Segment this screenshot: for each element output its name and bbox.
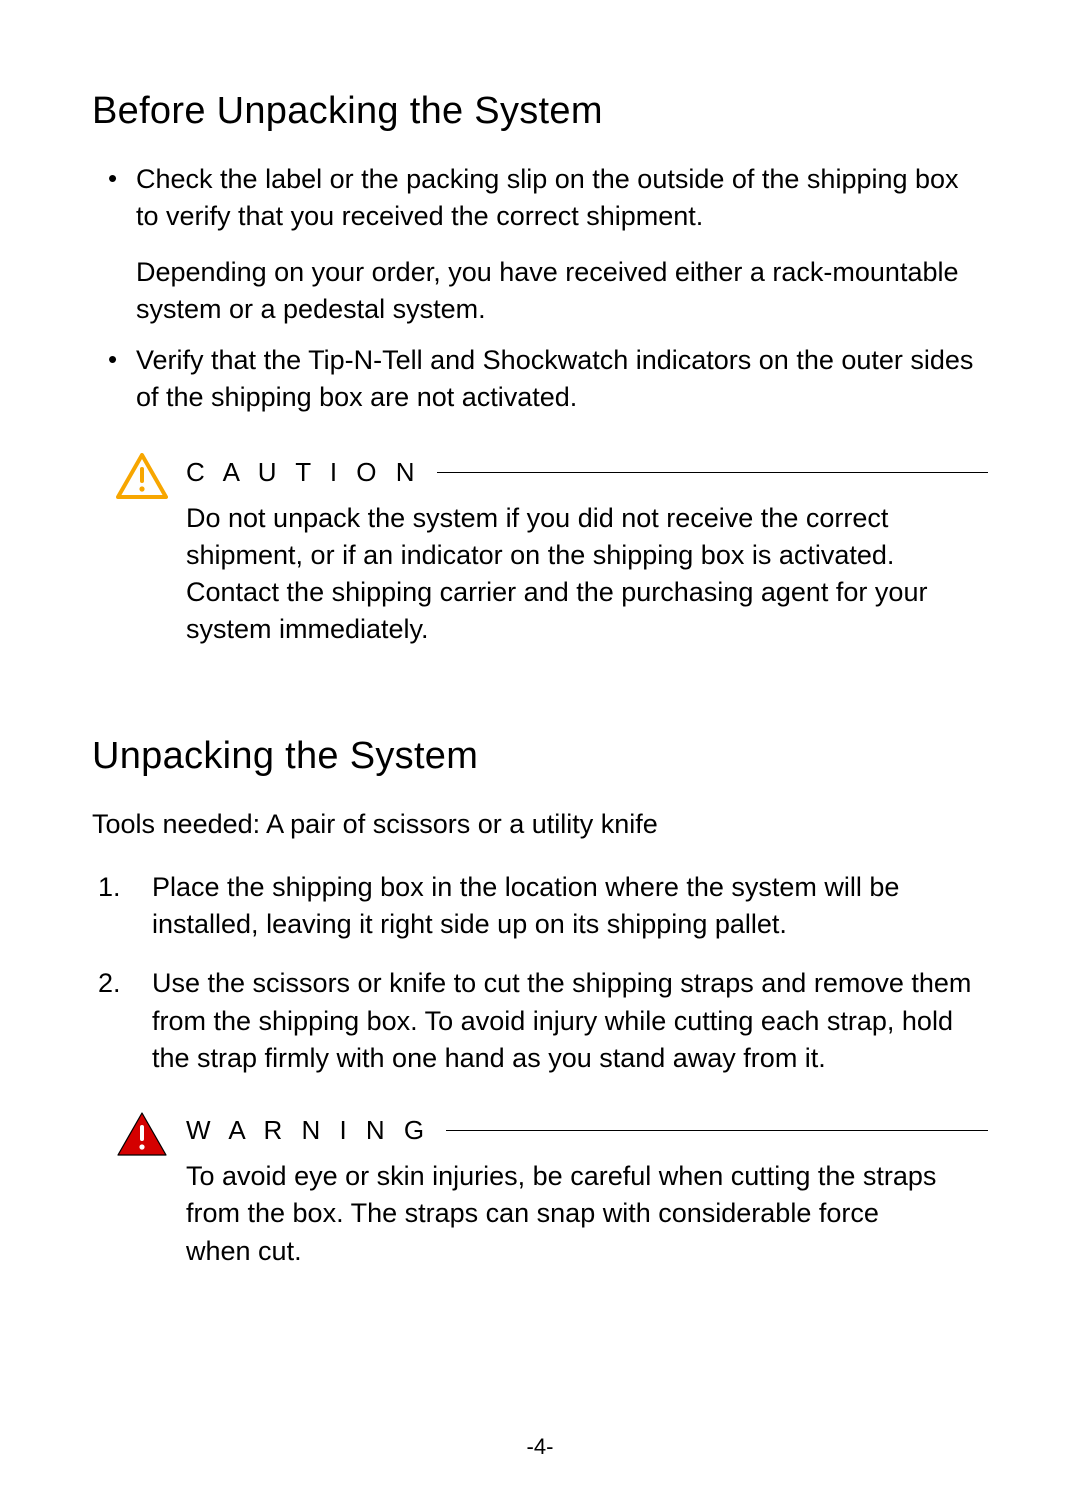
caution-rule xyxy=(437,472,988,473)
tools-needed-paragraph: Tools needed: A pair of scissors or a ut… xyxy=(92,806,988,843)
caution-text: Do not unpack the system if you did not … xyxy=(186,500,988,649)
caution-admonition: C A U T I O N Do not unpack the system i… xyxy=(116,457,988,649)
bullet-text: Verify that the Tip-N-Tell and Shockwatc… xyxy=(136,345,973,412)
bullet-text: Check the label or the packing slip on t… xyxy=(136,164,959,231)
section-unpacking: Unpacking the System Tools needed: A pai… xyxy=(92,735,988,1270)
warning-icon xyxy=(116,1111,168,1162)
section-heading-unpacking: Unpacking the System xyxy=(92,735,988,778)
step-item: Use the scissors or knife to cut the shi… xyxy=(92,965,988,1077)
warning-label: W A R N I N G xyxy=(186,1115,446,1146)
caution-body: C A U T I O N Do not unpack the system i… xyxy=(186,457,988,649)
warning-text: To avoid eye or skin injuries, be carefu… xyxy=(186,1158,988,1270)
warning-admonition: W A R N I N G To avoid eye or skin injur… xyxy=(116,1115,988,1270)
list-item: Verify that the Tip-N-Tell and Shockwatc… xyxy=(136,342,988,417)
bullet-list-before-unpacking: Check the label or the packing slip on t… xyxy=(92,161,988,417)
section-heading-before-unpacking: Before Unpacking the System xyxy=(92,90,988,133)
caution-icon xyxy=(116,453,168,504)
caution-header: C A U T I O N xyxy=(186,457,988,488)
page-number: -4- xyxy=(0,1434,1080,1460)
bullet-sub-paragraph: Depending on your order, you have receiv… xyxy=(136,254,988,329)
step-item: Place the shipping box in the location w… xyxy=(92,869,988,944)
steps-list: Place the shipping box in the location w… xyxy=(92,869,988,1077)
warning-rule xyxy=(446,1130,988,1131)
warning-header: W A R N I N G xyxy=(186,1115,988,1146)
warning-body: W A R N I N G To avoid eye or skin injur… xyxy=(186,1115,988,1270)
caution-label: C A U T I O N xyxy=(186,457,437,488)
list-item: Check the label or the packing slip on t… xyxy=(136,161,988,328)
